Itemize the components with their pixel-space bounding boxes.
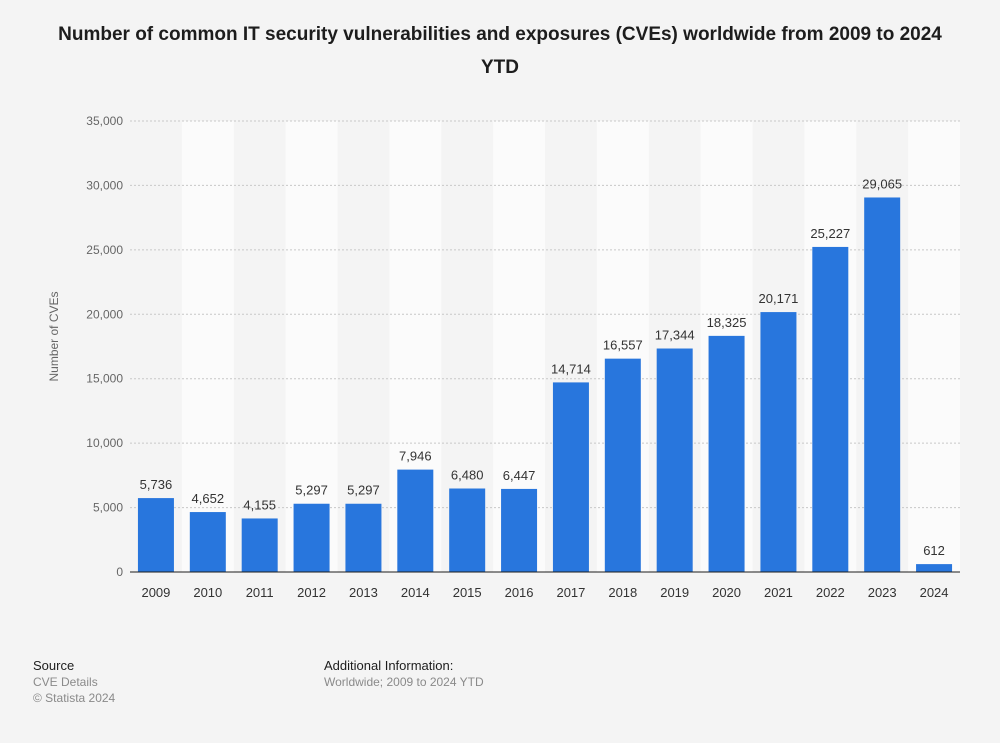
y-tick-label: 20,000: [86, 307, 123, 321]
column-band: [908, 121, 960, 572]
bar: [916, 564, 953, 572]
source-name[interactable]: CVE Details: [33, 675, 98, 689]
value-label: 18,325: [707, 315, 747, 330]
value-label: 6,480: [451, 468, 484, 483]
bar: [812, 246, 849, 573]
y-tick-label: 0: [116, 565, 123, 579]
copyright: © Statista 2024: [33, 691, 116, 705]
x-tick-label: 2022: [816, 585, 845, 600]
x-tick-label: 2024: [920, 585, 949, 600]
x-tick-label: 2019: [660, 585, 689, 600]
bar: [501, 488, 538, 572]
x-tick-label: 2023: [868, 585, 897, 600]
bar: [864, 197, 901, 572]
x-tick-label: 2015: [453, 585, 482, 600]
x-tick-label: 2013: [349, 585, 378, 600]
y-tick-label: 35,000: [86, 114, 123, 128]
source-block: Source CVE Details © Statista 2024: [33, 658, 115, 706]
x-tick-label: 2010: [193, 585, 222, 600]
bar: [293, 503, 330, 572]
value-label: 25,227: [810, 226, 850, 241]
source-heading: Source: [33, 658, 75, 673]
value-label: 5,297: [347, 483, 380, 498]
y-tick-label: 5,000: [93, 501, 123, 515]
additional-info-block: Additional Information: Worldwide; 2009 …: [324, 658, 484, 690]
value-label: 6,447: [503, 468, 536, 483]
additional-info-heading: Additional Information:: [324, 658, 454, 673]
bar: [397, 469, 434, 572]
value-label: 5,736: [140, 477, 173, 492]
bar: [552, 382, 589, 572]
y-tick-label: 10,000: [86, 436, 123, 450]
y-tick-label: 15,000: [86, 372, 123, 386]
x-tick-label: 2018: [608, 585, 637, 600]
bar: [656, 348, 693, 572]
bar: [241, 518, 278, 572]
x-tick-label: 2020: [712, 585, 741, 600]
bar: [345, 503, 382, 572]
y-axis-ticks: 0 5,000 10,000 15,000 20,000 25,000 30,000 35,0…: [86, 114, 123, 579]
value-label: 20,171: [759, 291, 799, 306]
x-tick-label: 2012: [297, 585, 326, 600]
value-label: 14,714: [551, 361, 591, 376]
x-tick-label: 2014: [401, 585, 430, 600]
value-label: 29,065: [862, 176, 902, 191]
bar: [189, 512, 226, 572]
y-axis-label: Number of CVEs: [47, 291, 61, 381]
x-tick-label: 2021: [764, 585, 793, 600]
x-tick-label: 2011: [246, 585, 274, 600]
additional-info-text: Worldwide; 2009 to 2024 YTD: [324, 675, 484, 689]
value-label: 4,155: [243, 497, 276, 512]
value-labels: 5,736 4,652 4,155 5,297 5,297 7,946 6,480 6,447…: [140, 176, 945, 558]
y-tick-label: 25,000: [86, 243, 123, 257]
column-band: [285, 121, 338, 572]
bars: [137, 197, 953, 573]
value-label: 7,946: [399, 449, 432, 464]
x-axis-ticks: 2009 2010 2011 2012 2013 2014 2015 2016 2017 2018…: [141, 585, 948, 600]
value-label: 16,557: [603, 338, 643, 353]
bar: [604, 358, 641, 572]
chart-title: Number of common IT security vulnerabili…: [58, 24, 942, 78]
value-label: 4,652: [192, 491, 225, 506]
y-tick-label: 30,000: [86, 178, 123, 192]
x-tick-label: 2017: [556, 585, 585, 600]
column-band: [181, 121, 234, 572]
value-label: 17,344: [655, 328, 695, 343]
value-label: 5,297: [295, 483, 328, 498]
bar: [449, 488, 486, 572]
x-tick-label: 2016: [505, 585, 534, 600]
value-label: 612: [923, 543, 945, 558]
x-tick-label: 2009: [141, 585, 170, 600]
bar: [760, 312, 797, 572]
bar: [708, 335, 745, 572]
bar: [137, 498, 174, 572]
